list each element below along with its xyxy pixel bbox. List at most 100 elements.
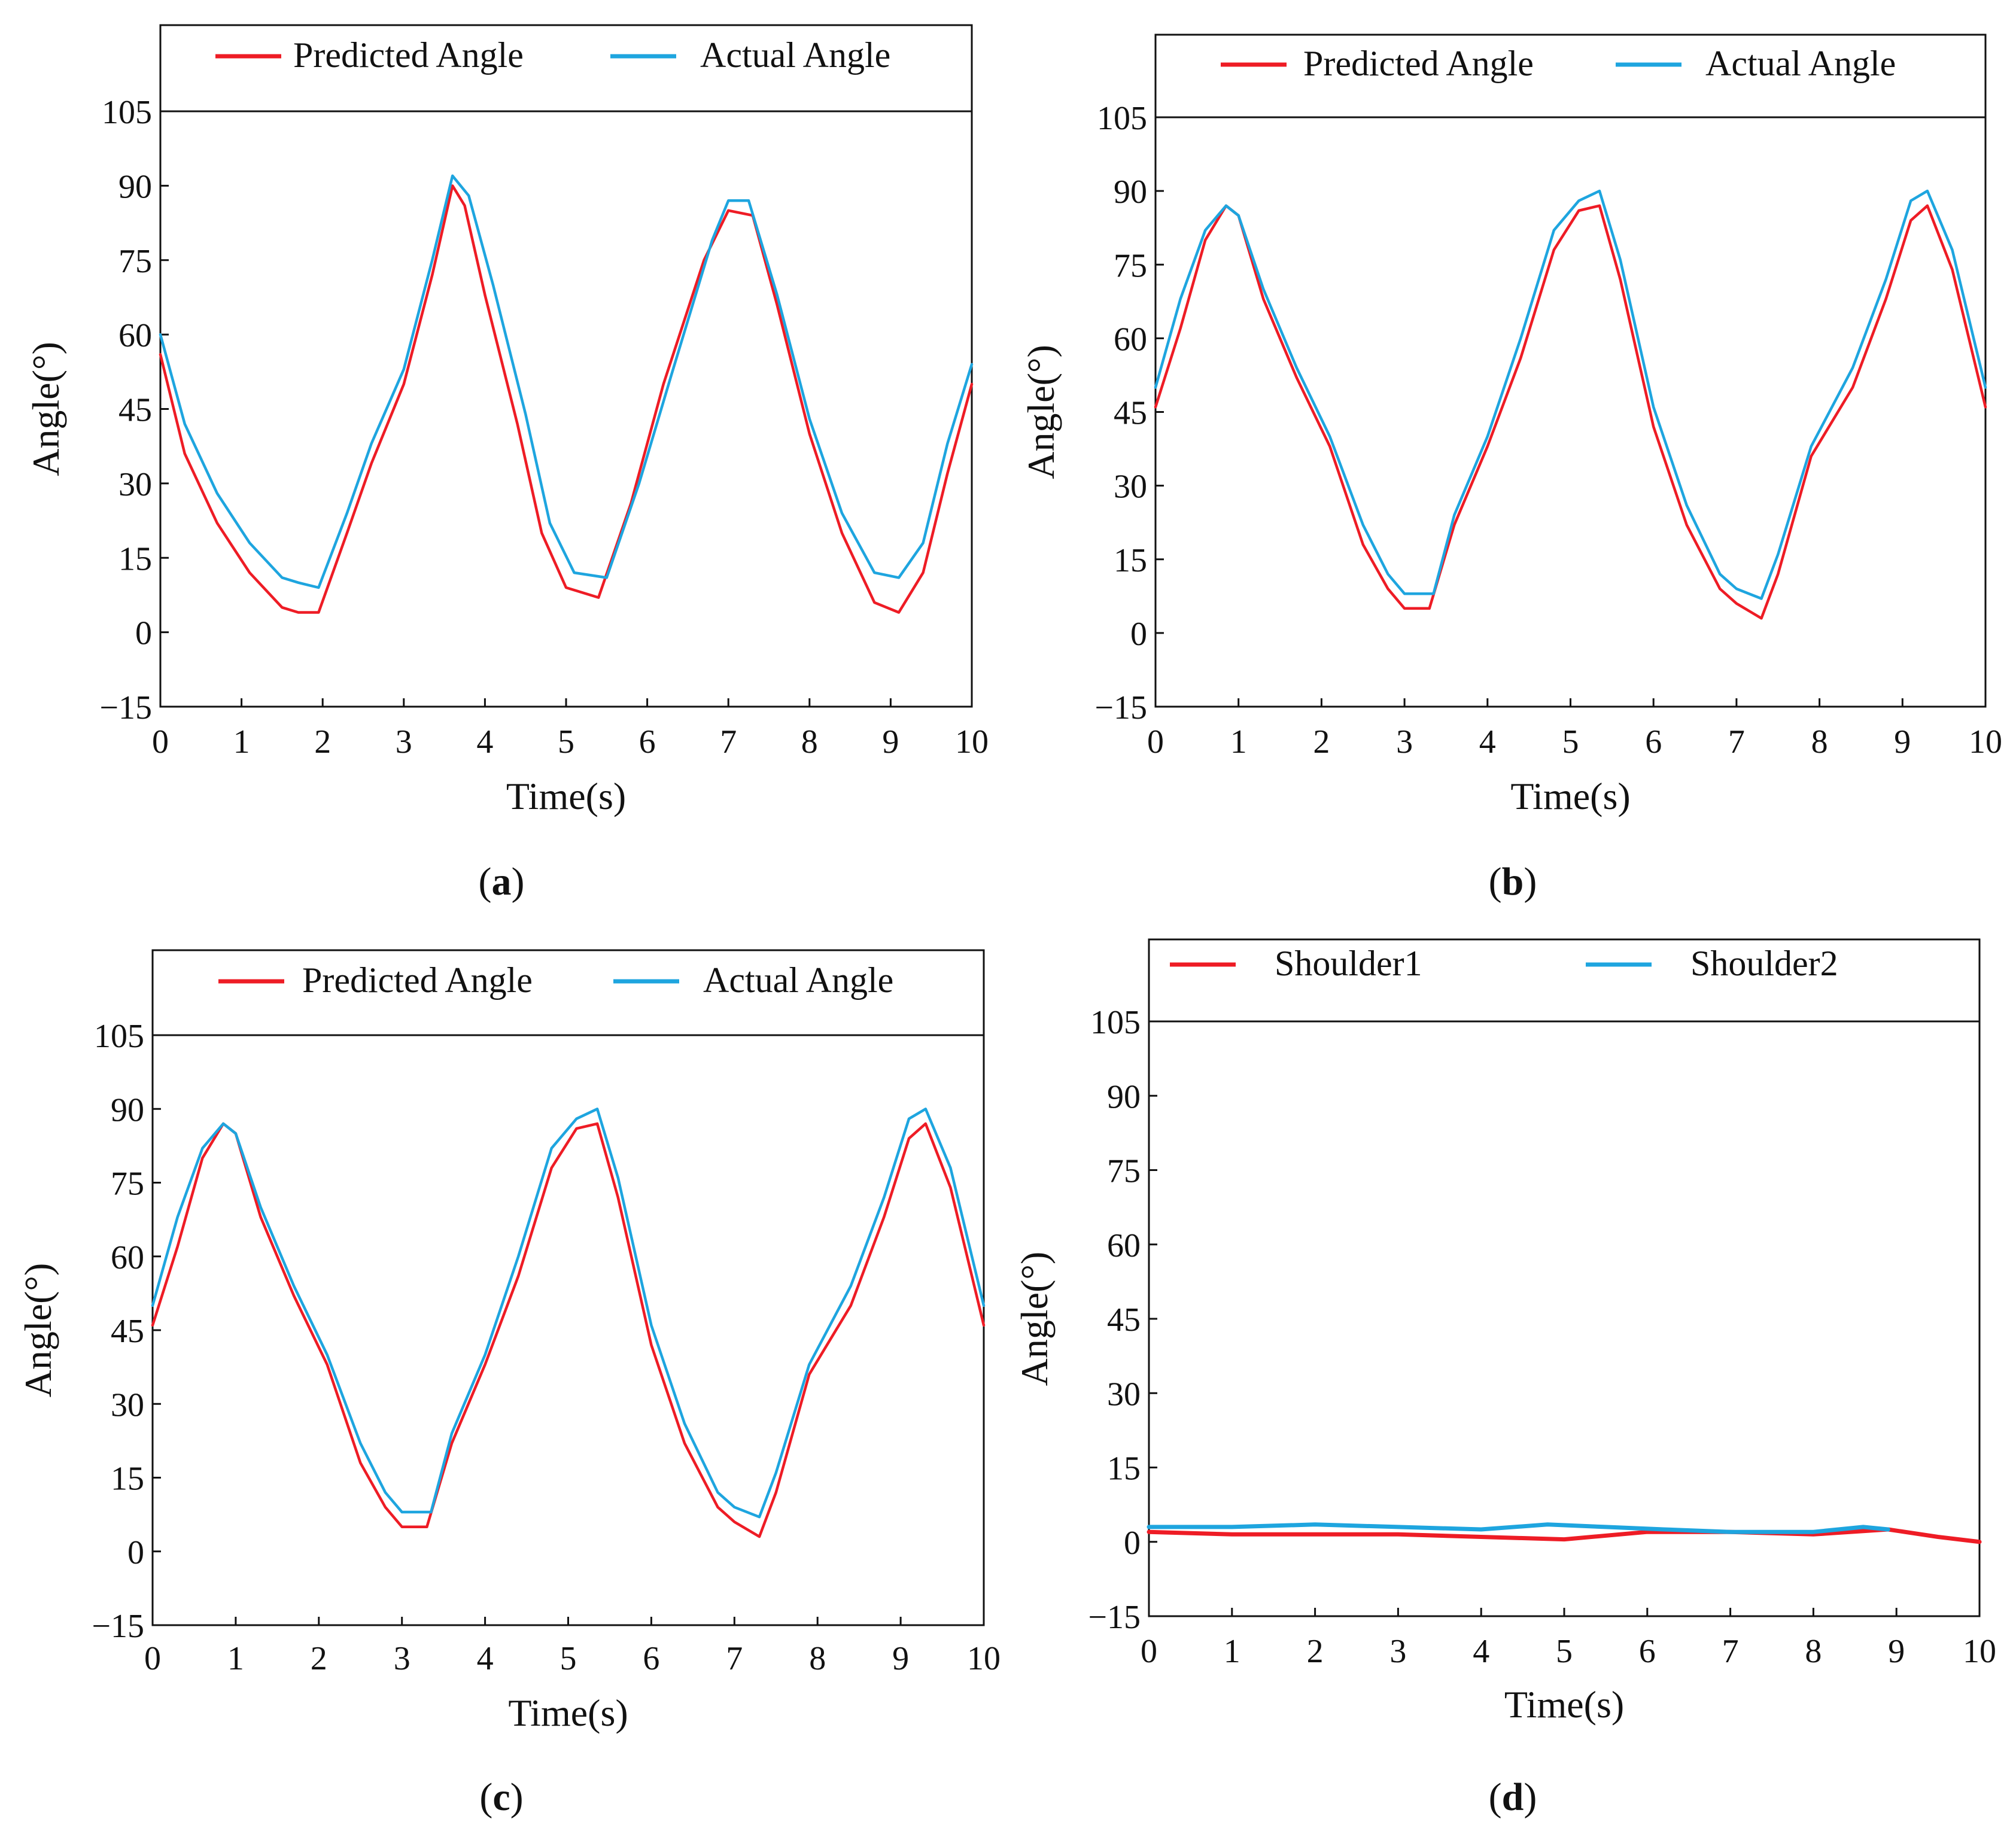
y-tick-label: −15 bbox=[99, 689, 152, 726]
caption-close-paren: ) bbox=[1524, 860, 1537, 904]
y-tick-label: 90 bbox=[118, 168, 152, 205]
x-tick-label: 10 bbox=[1969, 723, 2002, 761]
y-tick-label: 15 bbox=[118, 540, 152, 577]
caption-letter: a bbox=[492, 860, 512, 904]
x-tick-label: 0 bbox=[152, 723, 169, 761]
y-tick-label: 0 bbox=[135, 615, 152, 652]
series-line-blue bbox=[1147, 1522, 1890, 1534]
y-tick-label: 75 bbox=[1107, 1153, 1141, 1190]
x-tick-label: 7 bbox=[726, 1640, 743, 1677]
y-tick-label: 45 bbox=[1107, 1301, 1141, 1339]
y-tick-label: 75 bbox=[1114, 247, 1147, 284]
caption-open-paren: ( bbox=[479, 860, 492, 904]
x-tick-label: 6 bbox=[1645, 723, 1662, 761]
x-tick-label: 6 bbox=[643, 1640, 659, 1677]
x-axis-title: Time(s) bbox=[506, 775, 626, 817]
caption-close-paren: ) bbox=[512, 860, 525, 904]
y-tick-label: −15 bbox=[1088, 1599, 1141, 1636]
x-tick-label: 8 bbox=[1811, 723, 1828, 761]
x-tick-label: 4 bbox=[477, 1640, 494, 1677]
x-tick-label: 7 bbox=[1728, 723, 1745, 761]
x-tick-label: 10 bbox=[1963, 1633, 1996, 1670]
x-tick-label: 0 bbox=[1141, 1633, 1157, 1670]
panel-caption: (c) bbox=[479, 1775, 523, 1819]
plot-frame bbox=[151, 949, 985, 1626]
y-tick-label: 15 bbox=[1107, 1450, 1141, 1488]
plot-frame bbox=[159, 24, 973, 708]
y-axis-title: Angle(°) bbox=[1020, 345, 1062, 479]
series-line-red bbox=[151, 1122, 986, 1538]
x-tick-label: 3 bbox=[394, 1640, 411, 1677]
y-tick-label: −15 bbox=[92, 1608, 144, 1645]
x-tick-label: 0 bbox=[1147, 723, 1164, 761]
legend-label: Shoulder1 bbox=[1275, 944, 1422, 983]
y-tick-label: 90 bbox=[111, 1091, 144, 1129]
x-tick-label: 5 bbox=[1562, 723, 1579, 761]
x-tick-label: 2 bbox=[1313, 723, 1330, 761]
x-tick-label: 6 bbox=[639, 723, 656, 761]
panel-caption: (a) bbox=[479, 860, 525, 904]
x-tick-label: 1 bbox=[233, 723, 250, 761]
x-tick-label: 1 bbox=[227, 1640, 244, 1677]
x-tick-label: 5 bbox=[558, 723, 574, 761]
x-axis-title: Time(s) bbox=[508, 1692, 628, 1734]
legend-label: Actual Angle bbox=[1705, 44, 1896, 83]
y-tick-label: 0 bbox=[1130, 616, 1147, 653]
x-tick-label: 2 bbox=[311, 1640, 327, 1677]
y-tick-label: 90 bbox=[1114, 174, 1147, 211]
y-tick-label: 45 bbox=[118, 392, 152, 429]
x-tick-label: 3 bbox=[396, 723, 412, 761]
x-tick-label: 0 bbox=[144, 1640, 161, 1677]
x-tick-label: 3 bbox=[1396, 723, 1413, 761]
panel-caption: (b) bbox=[1489, 860, 1537, 904]
x-tick-label: 5 bbox=[1556, 1633, 1573, 1670]
x-tick-label: 7 bbox=[720, 723, 737, 761]
x-tick-label: 9 bbox=[882, 723, 899, 761]
y-tick-label: 0 bbox=[1124, 1525, 1141, 1562]
y-tick-label: 90 bbox=[1107, 1078, 1141, 1115]
series-line-red bbox=[1147, 1527, 1982, 1544]
y-tick-label: 60 bbox=[1114, 321, 1147, 358]
y-tick-label: 105 bbox=[1090, 1004, 1141, 1041]
legend-label: Predicted Angle bbox=[1303, 44, 1534, 83]
y-axis-title: Angle(°) bbox=[1013, 1252, 1056, 1386]
y-tick-label: 60 bbox=[118, 317, 152, 354]
x-tick-label: 1 bbox=[1230, 723, 1247, 761]
legend-label: Actual Angle bbox=[700, 35, 890, 75]
y-tick-label: 30 bbox=[1114, 469, 1147, 506]
x-axis-title: Time(s) bbox=[1510, 775, 1630, 817]
series-line-blue bbox=[1154, 189, 1987, 600]
x-tick-label: 4 bbox=[1479, 723, 1496, 761]
y-tick-label: 45 bbox=[1114, 395, 1147, 432]
x-tick-label: 8 bbox=[809, 1640, 826, 1677]
series-line-red bbox=[159, 184, 974, 614]
series-line-blue bbox=[159, 174, 974, 589]
caption-open-paren: ( bbox=[1489, 1775, 1502, 1819]
x-tick-label: 10 bbox=[967, 1640, 1001, 1677]
caption-close-paren: ) bbox=[1524, 1775, 1537, 1819]
y-tick-label: 60 bbox=[111, 1239, 144, 1276]
y-tick-label: 75 bbox=[118, 243, 152, 280]
x-tick-label: 9 bbox=[1888, 1633, 1905, 1670]
y-axis-title: Angle(°) bbox=[25, 342, 67, 476]
series-line-blue bbox=[151, 1108, 986, 1519]
legend-label: Shoulder2 bbox=[1690, 944, 1838, 983]
y-tick-label: 75 bbox=[111, 1166, 144, 1203]
plot-frame bbox=[1148, 938, 1981, 1617]
x-tick-label: 1 bbox=[1224, 1633, 1240, 1670]
x-tick-label: 2 bbox=[314, 723, 331, 761]
y-tick-label: 105 bbox=[94, 1018, 144, 1055]
x-tick-label: 7 bbox=[1722, 1633, 1739, 1670]
y-axis-title: Angle(°) bbox=[17, 1263, 59, 1398]
y-tick-label: 45 bbox=[111, 1313, 144, 1350]
plot-frame bbox=[1154, 34, 1987, 708]
y-tick-label: 15 bbox=[111, 1461, 144, 1498]
x-tick-label: 3 bbox=[1389, 1633, 1406, 1670]
y-tick-label: 60 bbox=[1107, 1227, 1141, 1264]
x-tick-label: 5 bbox=[560, 1640, 577, 1677]
x-tick-label: 9 bbox=[1894, 723, 1911, 761]
